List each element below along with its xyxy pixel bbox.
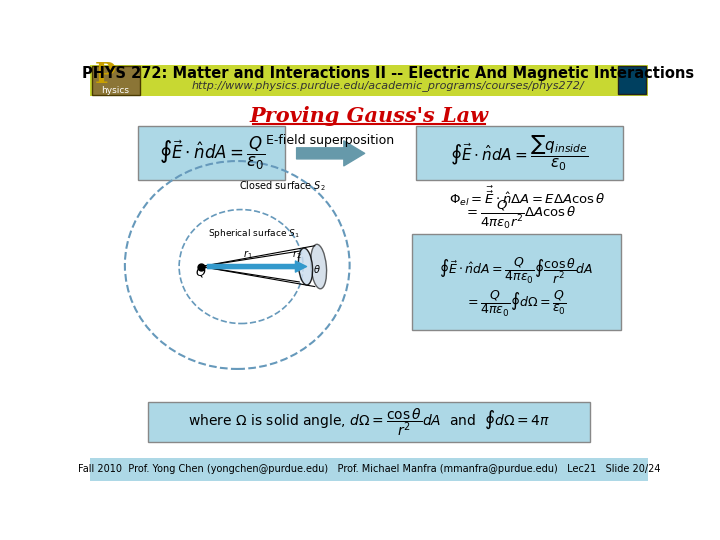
Text: where $\Omega$ is solid angle, $d\Omega = \dfrac{\cos\theta}{r^2}dA$  and  $\oin: where $\Omega$ is solid angle, $d\Omega …	[188, 406, 550, 438]
Bar	[138, 126, 285, 180]
Text: Fall 2010  Prof. Yong Chen (yongchen@purdue.edu)   Prof. Michael Manfra (mmanfra: Fall 2010 Prof. Yong Chen (yongchen@purd…	[78, 464, 660, 474]
Bar	[91, 65, 140, 95]
Text: $Q$: $Q$	[195, 265, 207, 279]
Bar	[90, 457, 648, 481]
Text: $= \dfrac{Q}{4\pi\varepsilon_0}\oint d\Omega = \dfrac{Q}{\varepsilon_0}$: $= \dfrac{Q}{4\pi\varepsilon_0}\oint d\O…	[465, 288, 567, 319]
Text: Proving Gauss's Law: Proving Gauss's Law	[249, 106, 489, 126]
Text: http://www.physics.purdue.edu/academic_programs/courses/phys272/: http://www.physics.purdue.edu/academic_p…	[192, 80, 585, 91]
Bar	[618, 66, 646, 94]
Text: $\Phi_{el} = \vec{\vec{E}} \cdot \hat{n}\Delta A = E\Delta A\cos\theta$: $\Phi_{el} = \vec{\vec{E}} \cdot \hat{n}…	[449, 184, 606, 207]
Text: PHYS 272: Matter and Interactions II -- Electric And Magnetic Interactions: PHYS 272: Matter and Interactions II -- …	[82, 66, 694, 81]
Text: $r_1$: $r_1$	[243, 248, 253, 261]
Text: $\oint \vec{E} \cdot \hat{n}dA = \dfrac{Q}{4\pi\varepsilon_0}\oint\dfrac{\cos\th: $\oint \vec{E} \cdot \hat{n}dA = \dfrac{…	[439, 256, 593, 286]
Bar	[90, 65, 648, 96]
Ellipse shape	[298, 248, 312, 285]
Ellipse shape	[310, 244, 327, 289]
Bar	[415, 126, 624, 180]
Text: $= \dfrac{Q}{4\pi\varepsilon_0 r^2}\Delta A\cos\theta$: $= \dfrac{Q}{4\pi\varepsilon_0 r^2}\Delt…	[464, 199, 577, 231]
Text: $\oint \vec{E} \cdot \hat{n}dA = \dfrac{\sum q_{inside}}{\varepsilon_0}$: $\oint \vec{E} \cdot \hat{n}dA = \dfrac{…	[450, 133, 588, 173]
Text: P: P	[95, 62, 116, 89]
FancyArrowPatch shape	[207, 261, 307, 272]
Text: E-field superposition: E-field superposition	[266, 134, 395, 147]
Text: $\theta$: $\theta$	[313, 262, 321, 275]
Bar	[148, 402, 590, 442]
Text: hysics: hysics	[102, 86, 130, 96]
Bar	[90, 96, 648, 457]
Text: Spherical surface $S_1$: Spherical surface $S_1$	[208, 227, 300, 240]
FancyArrowPatch shape	[297, 141, 364, 166]
Text: $\oint \vec{E} \cdot \hat{n}dA = \dfrac{Q}{\varepsilon_0}$: $\oint \vec{E} \cdot \hat{n}dA = \dfrac{…	[158, 135, 265, 172]
Bar	[412, 234, 621, 330]
Text: Closed surface $S_2$: Closed surface $S_2$	[239, 179, 325, 193]
Text: $r_2$: $r_2$	[292, 248, 301, 261]
